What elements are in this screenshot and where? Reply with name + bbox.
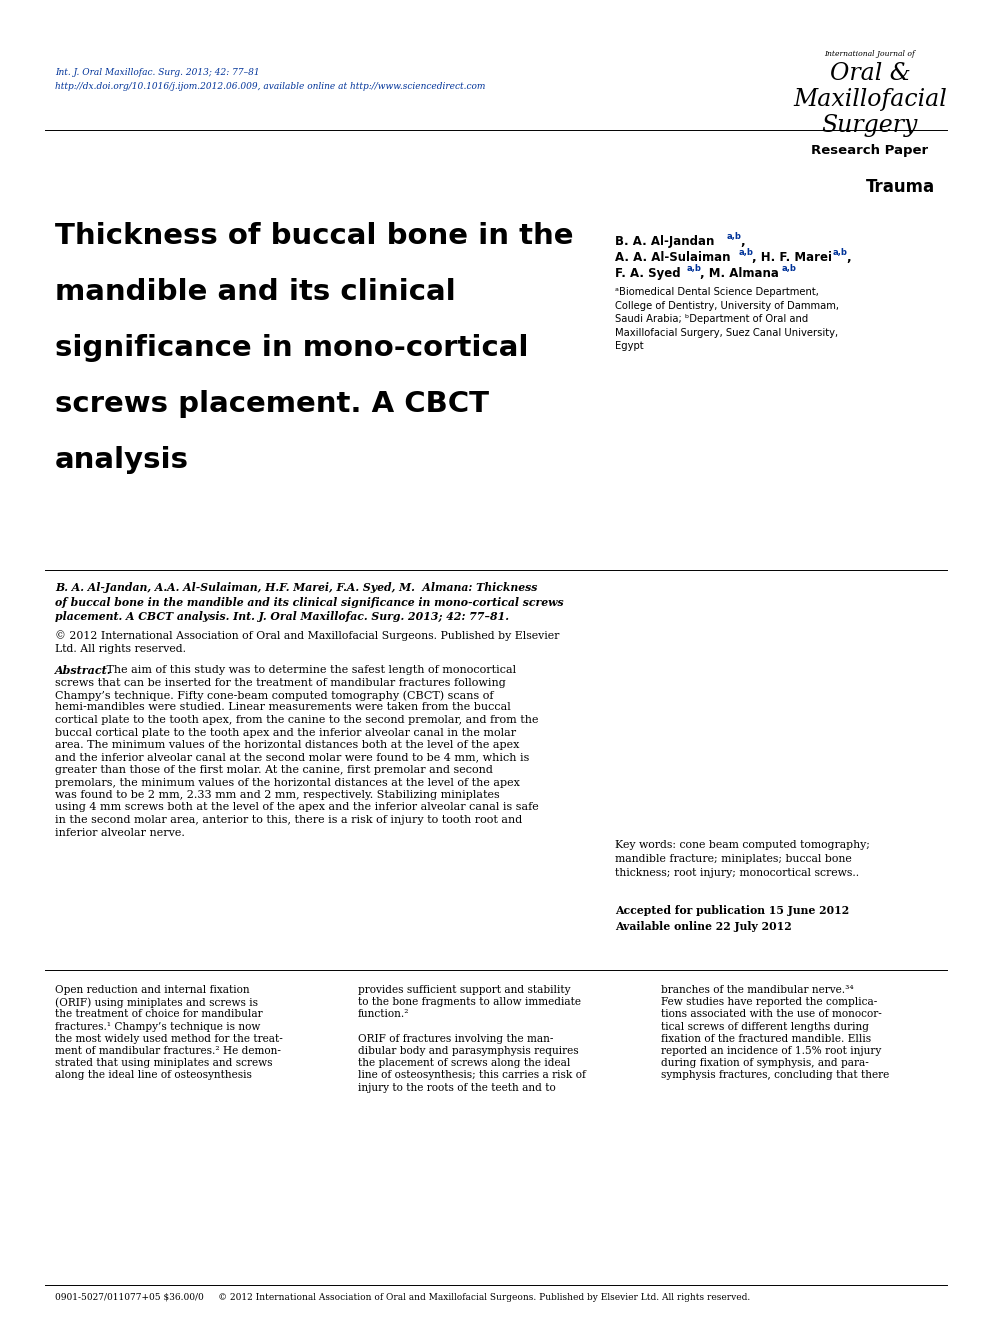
Text: a,b: a,b: [727, 232, 742, 241]
Text: Thickness of buccal bone in the: Thickness of buccal bone in the: [55, 222, 573, 250]
Text: ,: ,: [740, 235, 745, 247]
Text: F. A. Syed: F. A. Syed: [615, 267, 681, 280]
Text: mandible and its clinical: mandible and its clinical: [55, 278, 455, 306]
Text: reported an incidence of 1.5% root injury: reported an incidence of 1.5% root injur…: [661, 1046, 881, 1056]
Text: hemi-mandibles were studied. Linear measurements were taken from the buccal: hemi-mandibles were studied. Linear meas…: [55, 703, 511, 713]
Text: 0901-5027/011077+05 $36.00/0     © 2012 International Association of Oral and Ma: 0901-5027/011077+05 $36.00/0 © 2012 Inte…: [55, 1293, 750, 1302]
Text: Maxillofacial: Maxillofacial: [794, 89, 947, 111]
Text: © 2012 International Association of Oral and Maxillofacial Surgeons. Published b: © 2012 International Association of Oral…: [55, 630, 559, 640]
Text: Trauma: Trauma: [865, 179, 934, 196]
Text: a,b: a,b: [833, 247, 848, 257]
Text: area. The minimum values of the horizontal distances both at the level of the ap: area. The minimum values of the horizont…: [55, 740, 520, 750]
Text: greater than those of the first molar. At the canine, first premolar and second: greater than those of the first molar. A…: [55, 765, 493, 775]
Text: branches of the mandibular nerve.³⁴: branches of the mandibular nerve.³⁴: [661, 986, 854, 995]
Text: using 4 mm screws both at the level of the apex and the inferior alveolar canal : using 4 mm screws both at the level of t…: [55, 803, 539, 812]
Text: to the bone fragments to allow immediate: to the bone fragments to allow immediate: [358, 998, 581, 1007]
Text: symphysis fractures, concluding that there: symphysis fractures, concluding that the…: [661, 1070, 889, 1081]
Text: a,b: a,b: [782, 265, 797, 273]
Text: Accepted for publication 15 June 2012
Available online 22 July 2012: Accepted for publication 15 June 2012 Av…: [615, 905, 849, 931]
Text: function.²: function.²: [358, 1009, 410, 1020]
Text: screws that can be inserted for the treatment of mandibular fractures following: screws that can be inserted for the trea…: [55, 677, 506, 688]
Text: Champy’s technique. Fifty cone-beam computed tomography (CBCT) scans of: Champy’s technique. Fifty cone-beam comp…: [55, 691, 493, 701]
Text: (ORIF) using miniplates and screws is: (ORIF) using miniplates and screws is: [55, 998, 258, 1008]
Text: Oral &: Oral &: [829, 62, 911, 85]
Text: The aim of this study was to determine the safest length of monocortical: The aim of this study was to determine t…: [103, 665, 516, 675]
Text: Int. J. Oral Maxillofac. Surg. 2013; 42: 77–81: Int. J. Oral Maxillofac. Surg. 2013; 42:…: [55, 67, 260, 77]
Text: a,b: a,b: [687, 265, 702, 273]
Text: Surgery: Surgery: [821, 114, 919, 138]
Text: the treatment of choice for mandibular: the treatment of choice for mandibular: [55, 1009, 263, 1020]
Text: along the ideal line of osteosynthesis: along the ideal line of osteosynthesis: [55, 1070, 252, 1081]
Text: A. A. Al-Sulaiman: A. A. Al-Sulaiman: [615, 251, 730, 265]
Text: ORIF of fractures involving the man-: ORIF of fractures involving the man-: [358, 1033, 554, 1044]
Text: Abstract.: Abstract.: [55, 665, 112, 676]
Text: and the inferior alveolar canal at the second molar were found to be 4 mm, which: and the inferior alveolar canal at the s…: [55, 753, 530, 762]
Text: Key words: cone beam computed tomography;
mandible fracture; miniplates; buccal : Key words: cone beam computed tomography…: [615, 840, 870, 878]
Text: , H. F. Marei: , H. F. Marei: [752, 251, 832, 265]
Text: Open reduction and internal fixation: Open reduction and internal fixation: [55, 986, 250, 995]
Text: a,b: a,b: [739, 247, 754, 257]
Text: during fixation of symphysis, and para-: during fixation of symphysis, and para-: [661, 1058, 869, 1068]
Text: International Journal of: International Journal of: [824, 50, 916, 58]
Text: Research Paper: Research Paper: [811, 144, 929, 157]
Text: ment of mandibular fractures.² He demon-: ment of mandibular fractures.² He demon-: [55, 1046, 281, 1056]
Text: in the second molar area, anterior to this, there is a risk of injury to tooth r: in the second molar area, anterior to th…: [55, 815, 522, 826]
Text: dibular body and parasymphysis requires: dibular body and parasymphysis requires: [358, 1046, 578, 1056]
Text: ,: ,: [846, 251, 850, 265]
Text: B. A. Al-Jandan, A.A. Al-Sulaiman, H.F. Marei, F.A. Syed, M.  Almana: Thickness
: B. A. Al-Jandan, A.A. Al-Sulaiman, H.F. …: [55, 582, 563, 622]
Text: line of osteosynthesis; this carries a risk of: line of osteosynthesis; this carries a r…: [358, 1070, 586, 1081]
Text: Few studies have reported the complica-: Few studies have reported the complica-: [661, 998, 877, 1007]
Text: injury to the roots of the teeth and to: injury to the roots of the teeth and to: [358, 1082, 556, 1093]
Text: inferior alveolar nerve.: inferior alveolar nerve.: [55, 827, 185, 837]
Text: strated that using miniplates and screws: strated that using miniplates and screws: [55, 1058, 273, 1068]
Text: ᵃBiomedical Dental Science Department,
College of Dentistry, University of Damma: ᵃBiomedical Dental Science Department, C…: [615, 287, 839, 352]
Text: fixation of the fractured mandible. Ellis: fixation of the fractured mandible. Elli…: [661, 1033, 871, 1044]
Text: significance in mono-cortical: significance in mono-cortical: [55, 333, 529, 363]
Text: the most widely used method for the treat-: the most widely used method for the trea…: [55, 1033, 283, 1044]
Text: provides sufficient support and stability: provides sufficient support and stabilit…: [358, 986, 570, 995]
Text: screws placement. A CBCT: screws placement. A CBCT: [55, 390, 489, 418]
Text: , M. Almana: , M. Almana: [700, 267, 779, 280]
Text: buccal cortical plate to the tooth apex and the inferior alveolar canal in the m: buccal cortical plate to the tooth apex …: [55, 728, 516, 737]
Text: tical screws of different lengths during: tical screws of different lengths during: [661, 1021, 869, 1032]
Text: cortical plate to the tooth apex, from the canine to the second premolar, and fr: cortical plate to the tooth apex, from t…: [55, 714, 539, 725]
Text: fractures.¹ Champy’s technique is now: fractures.¹ Champy’s technique is now: [55, 1021, 260, 1032]
Text: the placement of screws along the ideal: the placement of screws along the ideal: [358, 1058, 570, 1068]
Text: Ltd. All rights reserved.: Ltd. All rights reserved.: [55, 644, 186, 654]
Text: B. A. Al-Jandan: B. A. Al-Jandan: [615, 235, 714, 247]
Text: http://dx.doi.org/10.1016/j.ijom.2012.06.009, available online at http://www.sci: http://dx.doi.org/10.1016/j.ijom.2012.06…: [55, 82, 485, 91]
Text: premolars, the minimum values of the horizontal distances at the level of the ap: premolars, the minimum values of the hor…: [55, 778, 520, 787]
Text: was found to be 2 mm, 2.33 mm and 2 mm, respectively. Stabilizing miniplates: was found to be 2 mm, 2.33 mm and 2 mm, …: [55, 790, 500, 800]
Text: tions associated with the use of monocor-: tions associated with the use of monocor…: [661, 1009, 882, 1020]
Text: analysis: analysis: [55, 446, 189, 474]
